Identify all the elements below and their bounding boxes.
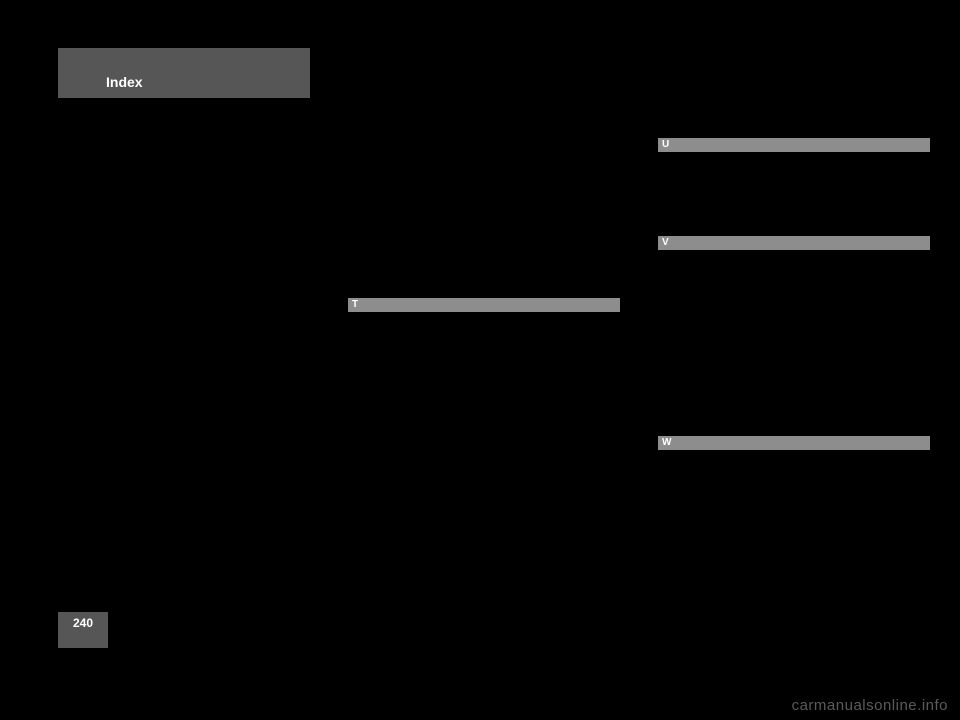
index-title: Index <box>106 74 143 90</box>
page-number-box: 240 <box>58 612 108 648</box>
index-letter-t: T <box>348 298 620 312</box>
index-letter-u: U <box>658 138 930 152</box>
watermark-text: carmanualsonline.info <box>792 697 948 714</box>
index-letter-u-label: U <box>662 139 669 150</box>
index-letter-w: W <box>658 436 930 450</box>
index-letter-t-label: T <box>352 299 358 310</box>
page-number: 240 <box>73 616 93 630</box>
index-letter-v: V <box>658 236 930 250</box>
index-letter-w-label: W <box>662 437 671 448</box>
page-container: Index T U V W 240 <box>58 48 902 672</box>
index-header-tab: Index <box>58 48 310 98</box>
index-letter-v-label: V <box>662 237 669 248</box>
